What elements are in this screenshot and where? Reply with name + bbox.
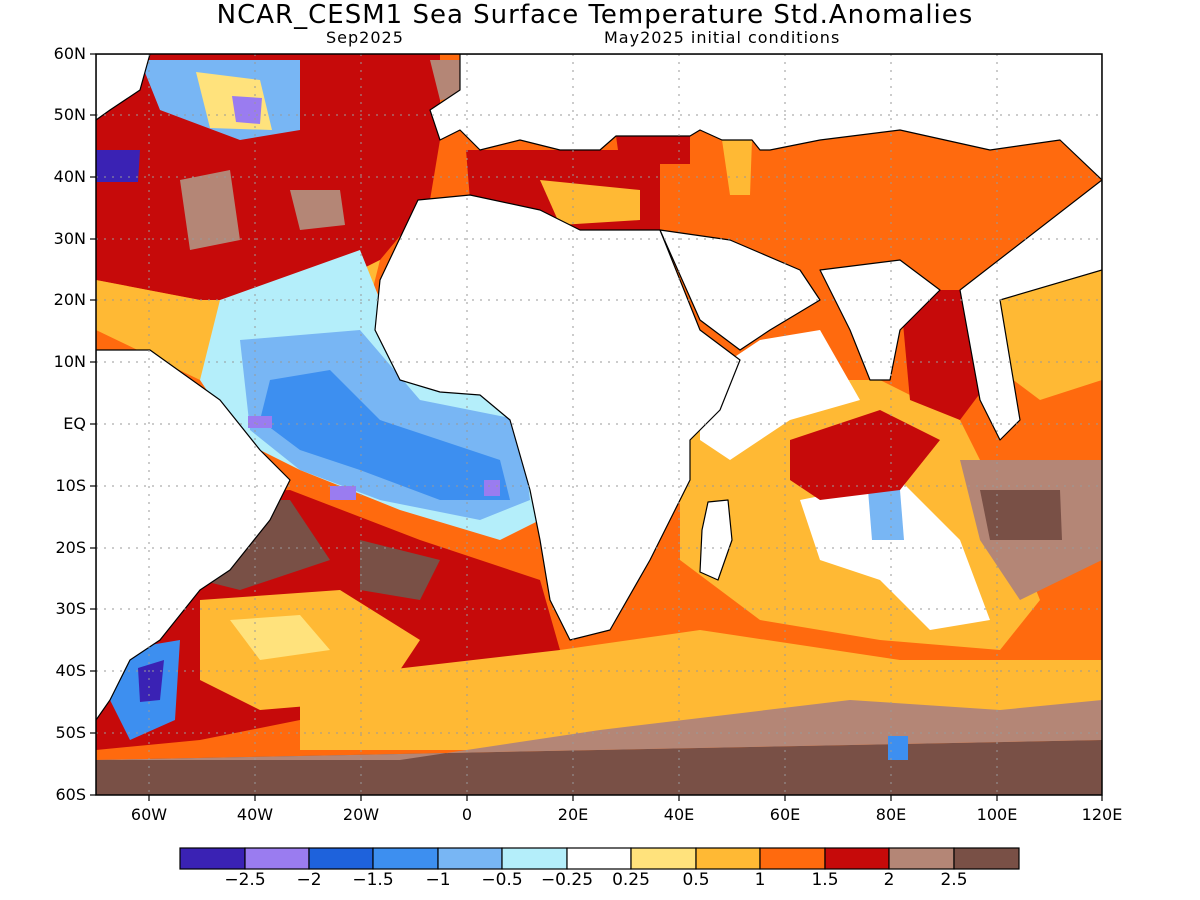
lat-tick-label: EQ <box>63 414 86 433</box>
colorbar-swatch <box>179 847 246 870</box>
lat-tick-label: 50N <box>53 105 86 124</box>
anomaly-region <box>616 136 690 164</box>
lon-tick-label: 40E <box>663 805 695 824</box>
colorbar-label: −2.5 <box>224 870 266 890</box>
anomaly-region <box>96 740 1102 795</box>
colorbar-label: −1.5 <box>352 870 394 890</box>
anomaly-region <box>868 490 904 540</box>
colorbar-swatch <box>888 847 955 870</box>
north-america-landmass <box>96 54 151 121</box>
colorbar-swatch <box>437 847 503 870</box>
lon-tick-label: 40W <box>236 805 274 824</box>
anomaly-region <box>790 410 940 500</box>
lat-tick-label: 10N <box>53 352 86 371</box>
lat-tick-label: 20S <box>55 538 86 557</box>
south-america-landmass <box>96 349 291 721</box>
anomaly-region <box>1000 270 1102 400</box>
colorbar-label: −2 <box>296 870 322 890</box>
colorbar-swatch <box>824 847 890 870</box>
colorbar-swatch <box>953 847 1020 870</box>
colorbar-label: −0.5 <box>481 870 523 890</box>
madagascar-landmass <box>699 499 733 581</box>
map-title: NCAR_CESM1 Sea Surface Temperature Std.A… <box>216 0 974 30</box>
colorbar <box>179 847 1020 870</box>
colorbar-label: 2.5 <box>940 870 968 890</box>
anomaly-region <box>722 140 752 195</box>
anomaly-region <box>484 480 500 496</box>
lat-tick-label: 60N <box>53 44 86 63</box>
lon-tick-label: 20E <box>557 805 589 824</box>
anomaly-region <box>540 180 640 225</box>
lon-tick-label: 0 <box>461 805 473 824</box>
axis-ticks <box>90 53 1103 801</box>
anomaly-region <box>248 416 272 428</box>
colorbar-swatch <box>566 847 632 870</box>
africa-landmass <box>374 194 741 641</box>
valid-time-label: Sep2025 <box>326 28 404 47</box>
colorbar-label: −0.25 <box>540 870 594 890</box>
europe-landmass <box>429 54 1102 181</box>
arabia-landmass <box>659 229 821 351</box>
graticule <box>96 54 1102 795</box>
lon-tick-label: 80E <box>875 805 907 824</box>
anomaly-region <box>96 150 140 182</box>
colorbar-label: 1 <box>754 870 766 890</box>
anomaly-region <box>330 486 356 500</box>
anomaly-region <box>180 170 240 250</box>
lat-tick-label: 40N <box>53 167 86 186</box>
anomaly-region <box>230 615 330 660</box>
lat-tick-label: 50S <box>55 723 86 742</box>
colorbar-label: 2 <box>883 870 895 890</box>
lon-tick-label: 60W <box>130 805 168 824</box>
lat-tick-label: 30N <box>53 229 86 248</box>
lat-tick-label: 60S <box>55 785 86 804</box>
colorbar-swatch <box>308 847 374 870</box>
colorbar-swatch <box>695 847 761 870</box>
antarctic-edge <box>96 792 1102 795</box>
lon-tick-label: 120E <box>1081 805 1123 824</box>
anomaly-region <box>232 96 262 124</box>
colorbar-swatch <box>372 847 439 870</box>
lon-tick-label: 100E <box>976 805 1018 824</box>
lat-tick-label: 10S <box>55 476 86 495</box>
lon-tick-label: 60E <box>769 805 801 824</box>
colorbar-label: 1.5 <box>811 870 839 890</box>
lon-tick-label: 20W <box>342 805 380 824</box>
colorbar-label: 0.25 <box>612 870 650 890</box>
colorbar-swatch <box>501 847 568 870</box>
anomaly-region <box>700 330 860 460</box>
anomaly-region <box>260 370 510 500</box>
anomaly-region <box>290 190 345 230</box>
colorbar-swatch <box>759 847 826 870</box>
southeast-asia-landmass <box>959 179 1102 441</box>
anomaly-region <box>96 700 1102 760</box>
lat-tick-label: 30S <box>55 599 86 618</box>
india-landmass <box>819 259 941 381</box>
anomaly-region <box>800 480 990 630</box>
initial-conditions-label: May2025 initial conditions <box>604 28 841 47</box>
colorbar-swatch <box>244 847 310 870</box>
colorbar-label: −1 <box>425 870 451 890</box>
anomaly-region <box>360 540 440 600</box>
anomaly-region <box>980 490 1062 540</box>
colorbar-label: 0.5 <box>682 870 710 890</box>
lat-tick-label: 20N <box>53 290 86 309</box>
colorbar-swatch <box>630 847 697 870</box>
lat-tick-label: 40S <box>55 661 86 680</box>
anomaly-region <box>888 736 908 760</box>
